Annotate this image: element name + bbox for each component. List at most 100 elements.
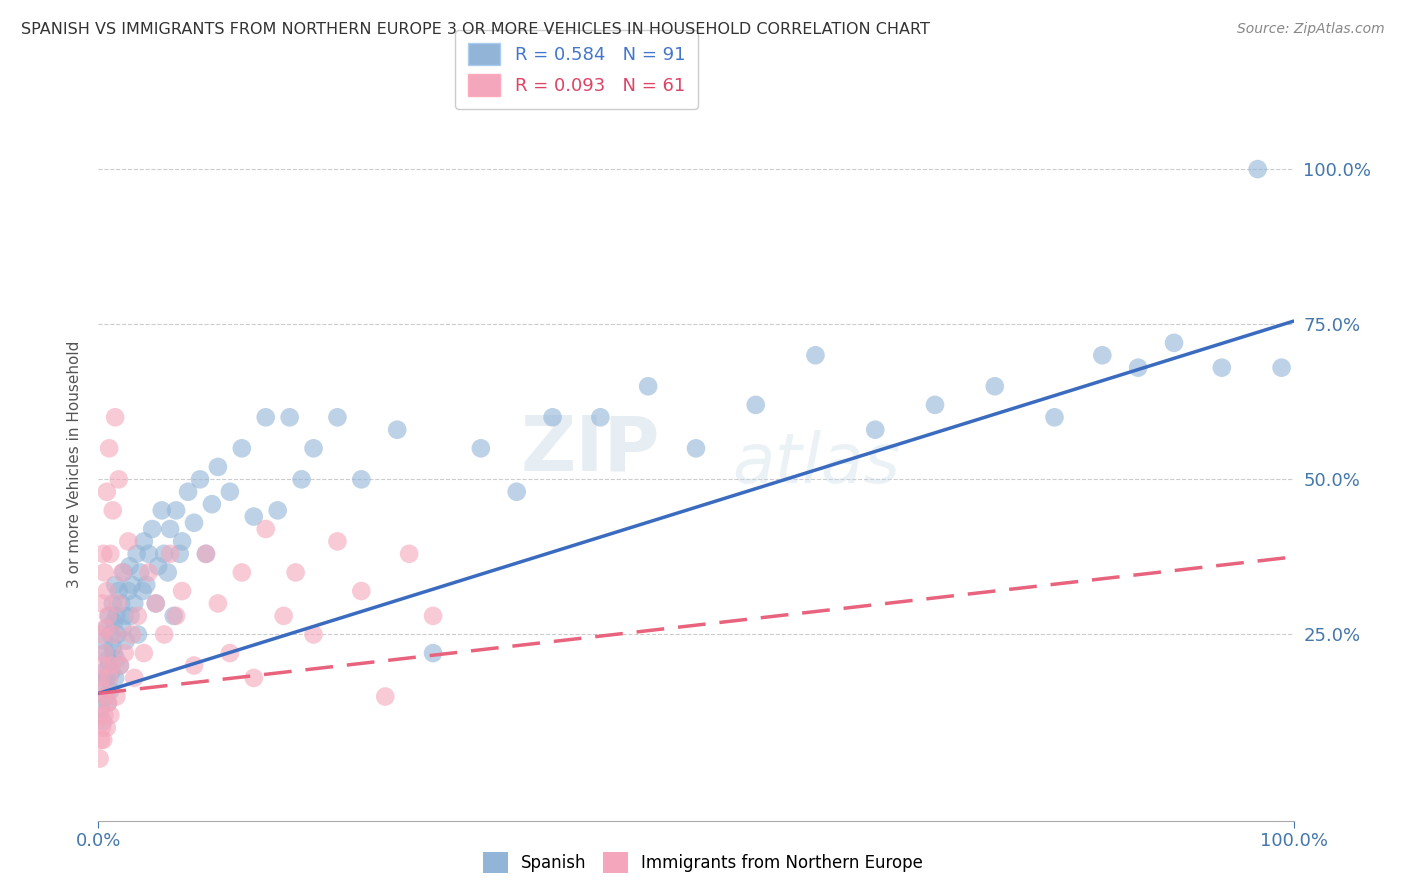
Point [117, 584, 139, 599]
Point [163, 608, 186, 623]
Point [924, 398, 946, 412]
Point [1128, 360, 1150, 375]
Point [97, 652, 120, 666]
Point [132, 646, 155, 660]
Point [350, 584, 373, 599]
Point [115, 633, 138, 648]
Point [865, 423, 887, 437]
Point [195, 547, 218, 561]
Point [97, 696, 120, 710]
Point [148, 559, 170, 574]
Point [135, 578, 157, 592]
Point [94, 621, 117, 635]
Point [104, 410, 127, 425]
Point [127, 608, 149, 623]
Y-axis label: 3 or more Vehicles in Household: 3 or more Vehicles in Household [66, 340, 82, 588]
Point [101, 640, 124, 654]
Point [127, 627, 149, 641]
Point [231, 566, 253, 580]
Point [156, 566, 179, 580]
Point [278, 410, 301, 425]
Point [422, 608, 444, 623]
Point [124, 597, 146, 611]
Point [118, 559, 141, 574]
Point [188, 472, 211, 486]
Point [105, 608, 128, 623]
Point [117, 534, 139, 549]
Point [94, 690, 117, 704]
Point [302, 442, 325, 456]
Point [207, 597, 229, 611]
Point [107, 472, 129, 486]
Point [91, 721, 114, 735]
Point [90, 733, 112, 747]
Point [131, 584, 153, 599]
Point [506, 484, 529, 499]
Point [90, 627, 112, 641]
Point [183, 516, 205, 530]
Point [104, 671, 127, 685]
Point [103, 646, 125, 660]
Point [685, 442, 707, 456]
Point [589, 410, 612, 425]
Point [745, 398, 768, 412]
Point [101, 503, 124, 517]
Point [231, 442, 253, 456]
Point [984, 379, 1007, 393]
Point [98, 671, 121, 685]
Point [91, 597, 114, 611]
Point [111, 621, 134, 635]
Point [98, 547, 122, 561]
Point [1271, 360, 1294, 375]
Point [111, 566, 134, 580]
Point [201, 497, 224, 511]
Point [105, 690, 128, 704]
Point [104, 578, 127, 592]
Point [1247, 162, 1270, 177]
Point [91, 683, 114, 698]
Point [159, 547, 181, 561]
Point [1163, 335, 1185, 350]
Point [98, 658, 121, 673]
Point [1211, 360, 1233, 375]
Point [153, 627, 176, 641]
Point [93, 708, 115, 723]
Point [94, 646, 117, 660]
Point [101, 597, 124, 611]
Point [98, 708, 122, 723]
Point [96, 584, 118, 599]
Point [374, 690, 396, 704]
Point [153, 547, 176, 561]
Point [219, 646, 242, 660]
Point [91, 714, 114, 729]
Point [108, 658, 131, 673]
Point [107, 597, 129, 611]
Point [110, 597, 132, 611]
Point [243, 671, 266, 685]
Point [100, 658, 122, 673]
Point [98, 683, 122, 698]
Point [637, 379, 659, 393]
Point [89, 751, 111, 765]
Text: Source: ZipAtlas.com: Source: ZipAtlas.com [1237, 22, 1385, 37]
Point [108, 658, 131, 673]
Point [145, 597, 167, 611]
Point [114, 646, 136, 660]
Point [121, 627, 143, 641]
Point [138, 547, 160, 561]
Point [93, 566, 115, 580]
Point [112, 566, 135, 580]
Text: ZIP: ZIP [520, 413, 661, 486]
Point [195, 547, 218, 561]
Point [91, 677, 114, 691]
Point [98, 442, 121, 456]
Point [97, 696, 120, 710]
Point [141, 522, 163, 536]
Text: atlas: atlas [733, 430, 900, 498]
Point [98, 627, 122, 641]
Point [93, 633, 115, 648]
Point [267, 503, 290, 517]
Point [169, 547, 191, 561]
Point [114, 608, 136, 623]
Point [172, 534, 194, 549]
